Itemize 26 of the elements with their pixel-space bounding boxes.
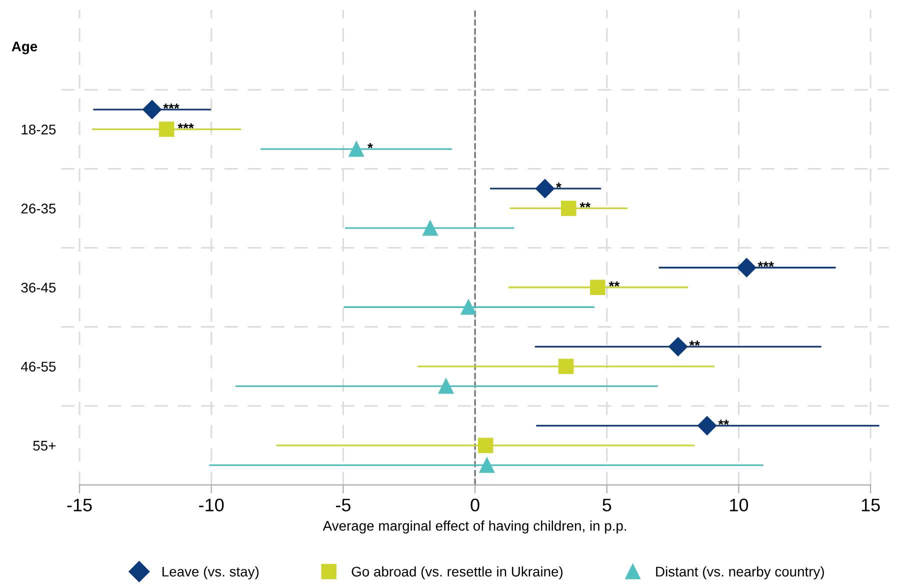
legend-label: Leave (vs. stay) [162, 566, 259, 580]
x-tick-label: 10 [730, 498, 748, 512]
legend-label: Distant (vs. nearby country) [656, 566, 824, 580]
x-tick-label: -5 [336, 498, 350, 512]
y-tick-label: 46-55 [21, 362, 56, 372]
y-tick-label: 55+ [33, 440, 56, 451]
x-tick-label: -15 [67, 498, 92, 512]
y-tick-label: 18-25 [22, 124, 56, 134]
data-label: *** [163, 104, 180, 109]
legend-label: Go abroad (vs. resettle in Ukraine) [352, 566, 562, 580]
x-tick-label: 5 [602, 498, 612, 512]
x-tick-label: -10 [199, 498, 224, 512]
x-tick-label: 15 [862, 498, 880, 512]
y-tick-label: 26-35 [21, 204, 56, 214]
y-tick-label: 36-45 [21, 282, 56, 293]
data-label: * [368, 143, 373, 148]
data-label: *** [758, 262, 774, 267]
data-label: * [556, 182, 562, 188]
data-label: *** [178, 123, 194, 128]
y-axis-title: Age [12, 42, 38, 54]
x-tick-label: 0 [470, 498, 480, 512]
data-label: ** [580, 202, 591, 208]
data-label: ** [608, 281, 620, 287]
data-label: ** [689, 340, 700, 346]
data-label: ** [718, 420, 729, 425]
x-axis-title: Average marginal effect of having children, in p.p. [322, 520, 626, 534]
